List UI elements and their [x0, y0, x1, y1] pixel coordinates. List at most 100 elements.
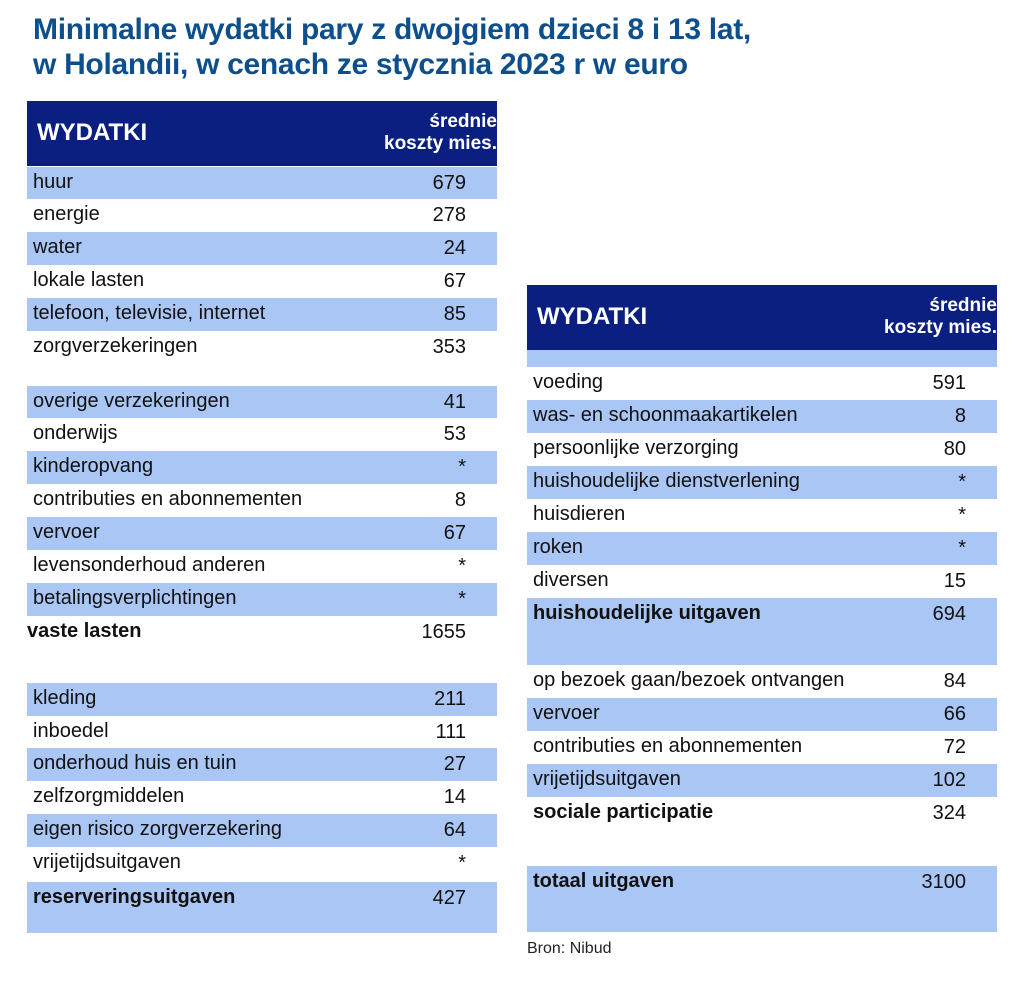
- row-label: eigen risico zorgverzekering: [33, 818, 283, 840]
- table-row: voeding 591: [527, 367, 997, 400]
- row-value: 53: [443, 423, 466, 445]
- row-label: zorgverzekeringen: [33, 335, 198, 357]
- table-row: telefoon, televisie, internet 85: [27, 298, 497, 331]
- table-row: vrijetijdsuitgaven *: [27, 847, 497, 882]
- row-label: huur: [33, 171, 74, 193]
- row-value: 84: [943, 670, 966, 692]
- row-value: 41: [443, 391, 466, 413]
- row-value: 8: [954, 405, 966, 427]
- row-label: huishoudelijke uitgaven: [533, 602, 761, 624]
- table-spacer-row: [527, 350, 997, 367]
- row-label: op bezoek gaan/bezoek ontvangen: [533, 669, 845, 691]
- row-value: *: [958, 537, 966, 559]
- header-costs-line-1: średnie: [429, 111, 497, 132]
- row-label: contributies en abonnementen: [533, 735, 803, 757]
- row-label: telefoon, televisie, internet: [33, 302, 266, 324]
- row-value: *: [458, 852, 466, 874]
- row-value: 694: [932, 603, 966, 625]
- table-row: lokale lasten 67: [27, 265, 497, 298]
- row-value: 3100: [921, 871, 967, 893]
- table-row: overige verzekeringen 41: [27, 386, 497, 418]
- row-label: vrijetijdsuitgaven: [33, 851, 181, 873]
- row-value: 102: [932, 769, 966, 791]
- header-col-wydatki: WYDATKI: [537, 303, 648, 330]
- row-value: *: [958, 471, 966, 493]
- table-subtotal-row: sociale participatie 324: [527, 797, 997, 866]
- row-label: huishoudelijke dienstverlening: [533, 470, 800, 492]
- header-costs-line-1: średnie: [929, 295, 997, 316]
- row-value: 324: [932, 802, 966, 824]
- header-col-wydatki: WYDATKI: [37, 119, 148, 146]
- row-value: 15: [943, 570, 966, 592]
- row-label: onderwijs: [33, 422, 118, 444]
- row-label: kleding: [33, 687, 97, 709]
- table-row: persoonlijke verzorging 80: [527, 433, 997, 466]
- row-value: 591: [932, 372, 966, 394]
- table-row: water 24: [27, 232, 497, 265]
- row-value: *: [458, 588, 466, 610]
- row-value: 24: [443, 237, 466, 259]
- row-value: 72: [943, 736, 966, 758]
- row-value: 66: [943, 703, 966, 725]
- table-subtotal-row: huishoudelijke uitgaven 694: [527, 598, 997, 665]
- page-title: Minimalne wydatki pary z dwojgiem dzieci…: [33, 12, 751, 82]
- table-row: huur 679: [27, 167, 497, 199]
- row-label: lokale lasten: [33, 269, 145, 291]
- header-col-costs: średnie koszty mies.: [384, 111, 497, 155]
- table-row: kinderopvang *: [27, 451, 497, 484]
- row-value: *: [958, 504, 966, 526]
- row-label: levensonderhoud anderen: [33, 554, 266, 576]
- row-label: vaste lasten: [27, 620, 142, 642]
- row-value: 27: [443, 753, 466, 775]
- row-label: huisdieren: [533, 503, 626, 525]
- header-costs-line-2: koszty mies.: [384, 133, 497, 154]
- table-row: eigen risico zorgverzekering 64: [27, 814, 497, 847]
- row-value: 67: [443, 270, 466, 292]
- header-costs-line-2: koszty mies.: [884, 317, 997, 338]
- row-value: 211: [434, 688, 466, 710]
- row-label: betalingsverplichtingen: [33, 587, 237, 609]
- row-label: voeding: [533, 371, 604, 393]
- row-label: vervoer: [533, 702, 600, 724]
- header-col-costs: średnie koszty mies.: [884, 295, 997, 339]
- row-label: zelfzorgmiddelen: [33, 785, 185, 807]
- table-row: huisdieren *: [527, 499, 997, 532]
- table-header: WYDATKI średnie koszty mies.: [527, 285, 997, 350]
- row-value: 14: [443, 786, 466, 808]
- table-subtotal-row: vaste lasten 1655: [27, 616, 497, 683]
- table-row: roken *: [527, 532, 997, 565]
- table-row: zorgverzekeringen 353: [27, 331, 497, 386]
- row-value: 80: [943, 438, 966, 460]
- table-row: op bezoek gaan/bezoek ontvangen 84: [527, 665, 997, 698]
- row-label: inboedel: [33, 720, 109, 742]
- row-value: 67: [443, 522, 466, 544]
- table-row: vervoer 67: [27, 517, 497, 550]
- row-label: overige verzekeringen: [33, 390, 230, 412]
- row-value: 111: [435, 721, 466, 743]
- row-value: 278: [432, 204, 466, 226]
- table-row: was- en schoonmaakartikelen 8: [527, 400, 997, 433]
- row-label: onderhoud huis en tuin: [33, 752, 237, 774]
- row-label: was- en schoonmaakartikelen: [533, 404, 798, 426]
- title-line-1: Minimalne wydatki pary z dwojgiem dzieci…: [33, 13, 751, 46]
- row-label: water: [33, 236, 82, 258]
- table-row: contributies en abonnementen 8: [27, 484, 497, 517]
- source-note: Bron: Nibud: [527, 940, 612, 957]
- row-label: vervoer: [33, 521, 100, 543]
- row-value: *: [458, 555, 466, 577]
- table-row: onderwijs 53: [27, 418, 497, 451]
- table-row: levensonderhoud anderen *: [27, 550, 497, 583]
- table-row: zelfzorgmiddelen 14: [27, 781, 497, 814]
- row-label: energie: [33, 203, 100, 225]
- row-value: *: [458, 456, 466, 478]
- row-value: 64: [443, 819, 466, 841]
- table-subtotal-row: reserveringsuitgaven 427: [27, 882, 497, 933]
- table-header: WYDATKI średnie koszty mies.: [27, 101, 497, 166]
- row-label: diversen: [533, 569, 609, 591]
- row-label: contributies en abonnementen: [33, 488, 303, 510]
- row-label: reserveringsuitgaven: [33, 886, 236, 908]
- row-label: totaal uitgaven: [533, 870, 675, 892]
- table-row: betalingsverplichtingen *: [27, 583, 497, 616]
- row-value: 1655: [421, 621, 467, 643]
- table-row: energie 278: [27, 199, 497, 232]
